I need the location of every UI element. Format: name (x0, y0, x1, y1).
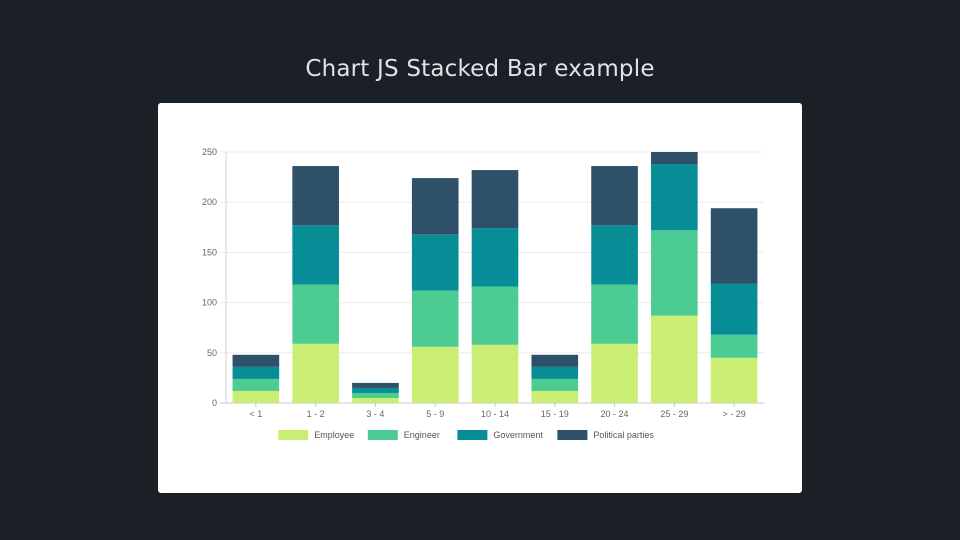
bar-segment (352, 397, 399, 403)
legend-swatch (367, 430, 398, 440)
bar-segment (651, 315, 698, 403)
bar-segment (232, 390, 280, 403)
bar-segment (531, 366, 579, 379)
y-tick-label: 200 (202, 197, 217, 207)
legend-swatch (457, 430, 488, 440)
y-tick-label: 100 (202, 298, 217, 308)
x-tick-label: 20 - 24 (601, 409, 629, 419)
legend-label: Engineer (404, 430, 440, 440)
bar-segment (232, 366, 280, 379)
x-tick-label: 10 - 14 (481, 409, 509, 419)
bar-segment (411, 178, 459, 235)
stacked-bar-chart: 0 50 100 150 200 250 < 1 1 - 2 3 - 4 5 - 9 10 - 14… (202, 147, 764, 440)
bar-segment (292, 166, 339, 226)
legend-label: Employee (314, 430, 354, 440)
legend-label: Government (493, 430, 543, 440)
bar-segment (531, 390, 579, 403)
y-tick-label: 50 (207, 348, 217, 358)
x-tick-label: 25 - 29 (660, 409, 688, 419)
bar-segment (411, 234, 459, 291)
bar-segment (531, 354, 579, 367)
x-tick-label: > - 29 (722, 409, 745, 419)
legend-swatch (557, 430, 588, 440)
bar-segment (471, 170, 519, 229)
bar-segment (352, 392, 399, 398)
bar-segment (292, 284, 339, 344)
bar-segment (591, 166, 638, 226)
x-tick-label: < 1 (250, 409, 263, 419)
y-tick-label: 0 (212, 398, 217, 408)
bar-segment (352, 387, 399, 393)
bar-segment (651, 230, 698, 316)
chart-card: 0 50 100 150 200 250 < 1 1 - 2 3 - 4 5 - 9 10 - 14… (158, 103, 802, 493)
bar-segment (471, 344, 519, 403)
x-tick-label: 3 - 4 (366, 409, 384, 419)
legend-label: Political parties (593, 430, 654, 440)
bar-segment (591, 284, 638, 344)
bar-segment (710, 357, 758, 403)
bar-segment (651, 164, 698, 231)
bar-segment (232, 378, 280, 391)
bar-segment (710, 283, 758, 335)
bar-segment (471, 286, 519, 345)
bar-segment (591, 343, 638, 403)
bar-segment (591, 225, 638, 285)
bar-segment (710, 208, 758, 284)
x-tick-label: 15 - 19 (541, 409, 569, 419)
x-tick-label: 5 - 9 (426, 409, 444, 419)
y-tick-label: 150 (202, 247, 217, 257)
bar-segment (411, 346, 459, 403)
bar-segment (411, 290, 459, 347)
bar-segment (471, 228, 519, 287)
y-tick-label: 250 (202, 147, 217, 157)
bar-segment (531, 378, 579, 391)
x-tick-label: 1 - 2 (307, 409, 325, 419)
bar-segment (352, 382, 399, 388)
legend-swatch (278, 430, 309, 440)
bar-segment (710, 334, 758, 358)
bar-segment (292, 343, 339, 403)
bar-segment (232, 354, 280, 367)
bar-segment (292, 225, 339, 285)
bar-segment (651, 152, 698, 165)
page-title: Chart JS Stacked Bar example (305, 56, 655, 82)
